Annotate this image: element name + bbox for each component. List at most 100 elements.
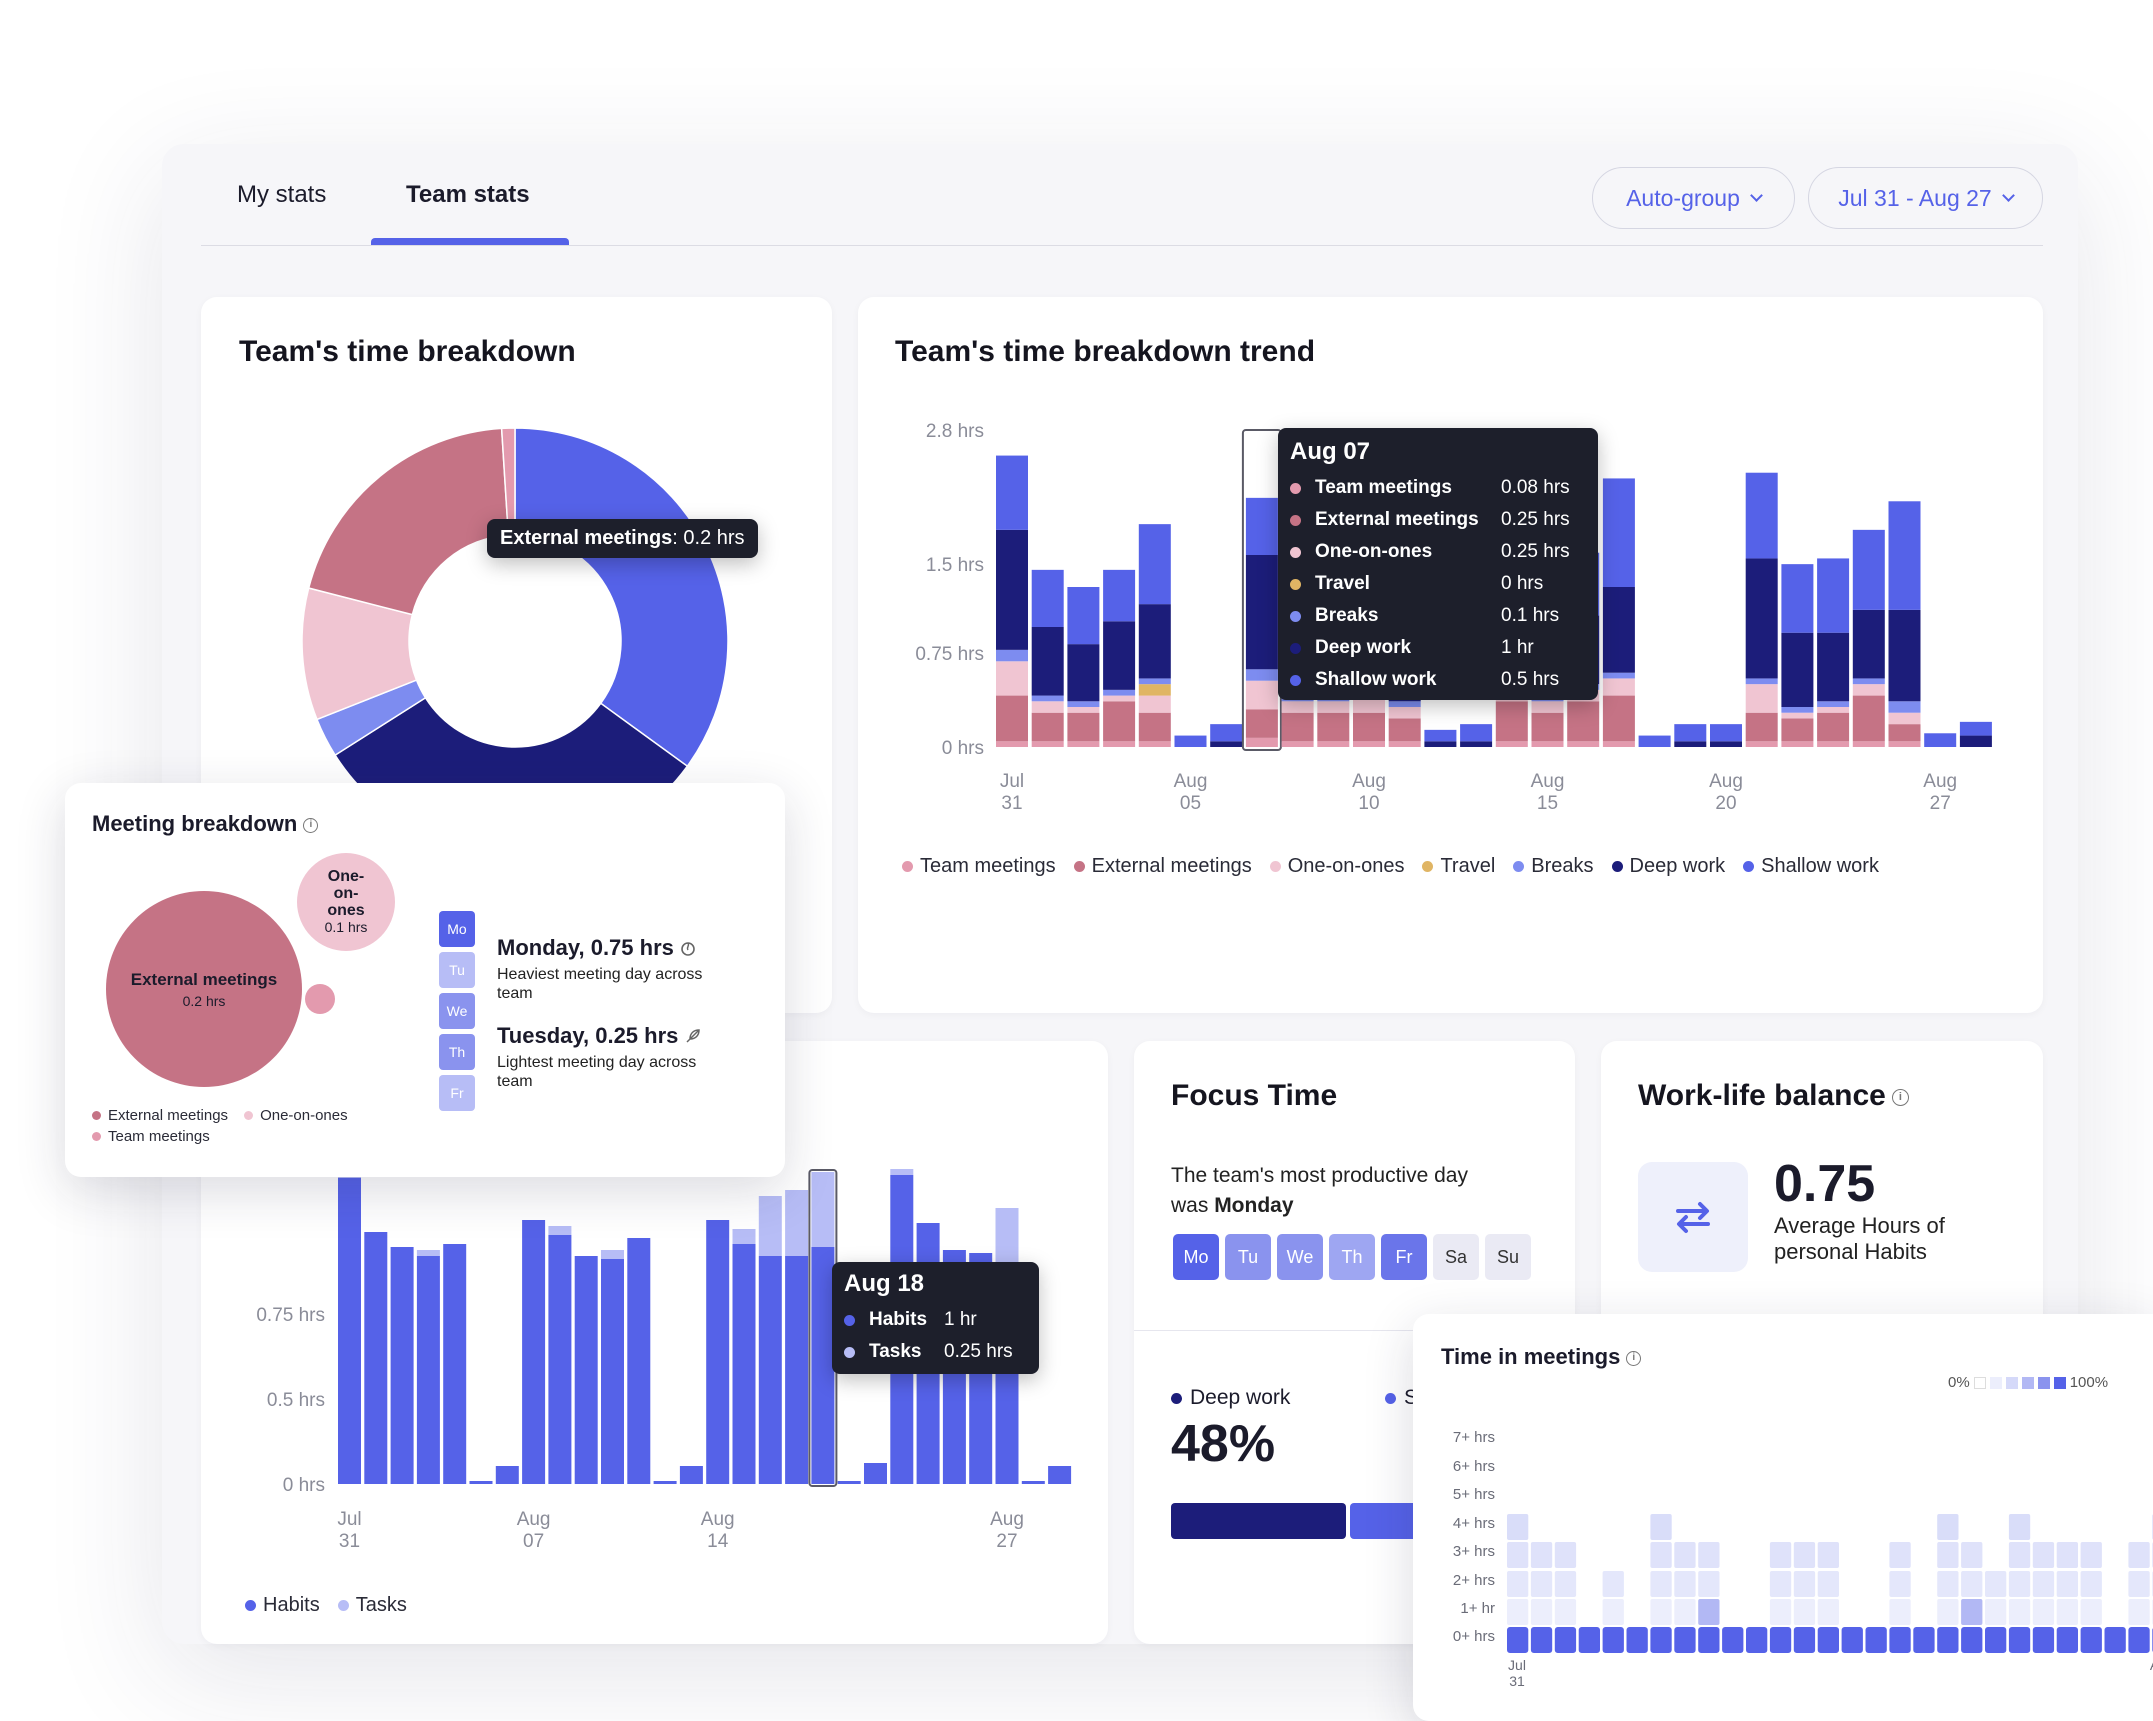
- tooltip-row-label: Shallow work: [1315, 669, 1437, 690]
- heatmap-cell: [1554, 1571, 1577, 1597]
- habits-bar-segment: [758, 1256, 782, 1484]
- tab-team-stats[interactable]: Team stats: [406, 181, 530, 208]
- trend-bar-segment: [1602, 672, 1635, 679]
- habits-bar-segment: [890, 1169, 914, 1175]
- tooltip-dot: [1290, 642, 1301, 654]
- trend-bar-segment: [1067, 707, 1100, 713]
- day-chip-tu[interactable]: Tu: [1225, 1234, 1271, 1280]
- info-icon[interactable]: i: [1891, 1088, 1909, 1106]
- trend-bar-segment: [1138, 741, 1171, 747]
- legend-item: External meetings: [92, 1107, 228, 1124]
- x-tick-label: Aug: [990, 1509, 1024, 1530]
- heatmap-cell: [1578, 1627, 1600, 1653]
- trend-bar-segment: [996, 529, 1028, 650]
- trend-bar-segment: [1888, 609, 1921, 702]
- trend-bar-segment: [1245, 669, 1278, 681]
- heatmap-cell: [2008, 1571, 2031, 1597]
- date-range-dropdown[interactable]: Jul 31 - Aug 27: [1808, 167, 2043, 229]
- habits-bar-segment: [416, 1256, 440, 1484]
- heatmap-cell: [1650, 1542, 1672, 1568]
- x-tick-label: Aug: [1709, 771, 1743, 792]
- focus-line-1: The team's most productive day: [1171, 1164, 1468, 1187]
- trend-bar-segment: [1103, 695, 1136, 702]
- trend-bar-segment: [1888, 712, 1921, 725]
- meeting-legend-row-1: External meetings One-on-ones: [92, 1107, 348, 1124]
- trend-bar-segment: [1460, 741, 1493, 747]
- legend-dot: [1422, 861, 1434, 872]
- legend-item: One-on-ones: [244, 1107, 348, 1124]
- heatmap-cell: [2032, 1542, 2055, 1568]
- trend-bar-segment: [1317, 741, 1350, 747]
- heatmap-cell: [1698, 1599, 1720, 1625]
- x-axis-label: 31: [1509, 1673, 1525, 1689]
- heatmap-cell: [2080, 1627, 2102, 1653]
- day-chip-fr[interactable]: Fr: [1381, 1234, 1427, 1280]
- trend-bar-segment: [1745, 558, 1778, 679]
- trend-bar-segment: [996, 649, 1028, 662]
- tab-my-stats[interactable]: My stats: [237, 181, 327, 208]
- legend-dot: [337, 1600, 349, 1611]
- trend-bar-segment: [1924, 733, 1957, 747]
- heatmap-cell: [2080, 1599, 2102, 1625]
- heatmap-cell: [2128, 1599, 2150, 1625]
- focus-day: Monday: [1214, 1194, 1294, 1217]
- day-chip-sa[interactable]: Sa: [1433, 1234, 1479, 1280]
- legend-label: Team meetings: [920, 855, 1056, 877]
- card-title: Time in meetings i: [1441, 1344, 1642, 1370]
- trend-bar-segment: [1888, 724, 1921, 742]
- x-tick-label: Aug: [701, 1509, 735, 1530]
- habits-bar-segment: [548, 1226, 572, 1235]
- meeting-day-we[interactable]: We: [439, 993, 475, 1029]
- heatmap-cell: [1507, 1599, 1529, 1625]
- heatmap-cell: [1793, 1571, 1816, 1597]
- habits-bar-segment: [864, 1463, 887, 1484]
- trend-bar-segment: [1388, 701, 1421, 707]
- y-axis-label: 7+ hrs: [1453, 1429, 1495, 1446]
- legend-label: Habits: [263, 1594, 320, 1616]
- divider: [1134, 1330, 1575, 1331]
- trend-bar-segment: [1031, 695, 1064, 702]
- heatmap-cell: [1937, 1627, 1959, 1653]
- card-title: Team's time breakdown: [239, 335, 576, 368]
- heatmap-cell: [1793, 1542, 1816, 1568]
- x-tick-label: 27: [1930, 793, 1951, 814]
- trend-bar-segment: [1817, 707, 1850, 713]
- card-title: Work-life balance i: [1638, 1079, 1909, 1113]
- habits-bar-segment: [732, 1244, 756, 1484]
- day-chip-we[interactable]: We: [1277, 1234, 1323, 1280]
- heatmap-cell: [1650, 1514, 1672, 1540]
- tooltip-dot: [844, 1314, 855, 1326]
- meeting-day-fr[interactable]: Fr: [439, 1075, 475, 1111]
- meeting-day-th[interactable]: Th: [439, 1034, 475, 1070]
- tooltip-row: One-on-ones 0.25 hrs: [1290, 536, 1586, 568]
- one-on-ones-bubble: One- on- ones 0.1 hrs: [297, 853, 395, 951]
- tooltip-row-value: 0.25 hrs: [1501, 541, 1570, 562]
- meeting-day-tu[interactable]: Tu: [439, 952, 475, 988]
- info-icon[interactable]: i: [303, 817, 319, 833]
- trend-bar-segment: [996, 741, 1028, 747]
- day-chip-mo[interactable]: Mo: [1173, 1234, 1219, 1280]
- day-chip-su[interactable]: Su: [1485, 1234, 1531, 1280]
- tooltip-dot: [1290, 610, 1301, 622]
- tooltip-row-value: 1 hr: [1501, 637, 1534, 658]
- heatmap-cell: [1530, 1599, 1553, 1625]
- y-tick-label: 1.5 hrs: [926, 555, 984, 576]
- tooltip-row-value: 0.1 hrs: [1501, 605, 1560, 626]
- bubble-value: 0.1 hrs: [324, 919, 368, 935]
- y-tick-label: 0 hrs: [942, 738, 984, 759]
- heatmap-cell: [1602, 1599, 1624, 1625]
- meeting-day-mo[interactable]: Mo: [439, 911, 475, 947]
- info-icon[interactable]: i: [1626, 1350, 1642, 1366]
- day-chip-th[interactable]: Th: [1329, 1234, 1375, 1280]
- y-tick-label: 0.5 hrs: [267, 1390, 325, 1411]
- trend-bar-segment: [1638, 735, 1671, 747]
- tooltip-row-value: 1 hr: [944, 1309, 977, 1330]
- trend-bar-segment: [1674, 724, 1707, 742]
- tooltip-row-value: 0.08 hrs: [1501, 477, 1570, 498]
- auto-group-dropdown[interactable]: Auto-group: [1592, 167, 1795, 229]
- y-tick-label: 0 hrs: [283, 1475, 325, 1496]
- legend-item: Tasks: [337, 1594, 407, 1617]
- tooltip-row: Travel 0 hrs: [1290, 568, 1586, 600]
- heaviest-desc-2: team: [497, 985, 533, 1002]
